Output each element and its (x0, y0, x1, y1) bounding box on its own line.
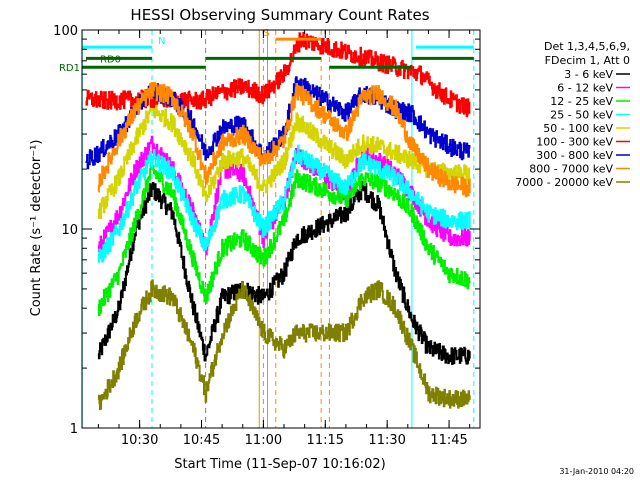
legend-label-100-300-kev: 100 - 300 keV (536, 136, 613, 149)
legend-label-6-12-kev: 6 - 12 keV (557, 82, 613, 95)
series-layer (85, 31, 471, 411)
annotations-layer: N RD0 RD1 S (59, 28, 474, 74)
annotation-label-rd1: RD1 (59, 63, 80, 74)
legend-label-50-100-kev: 50 - 100 keV (543, 122, 613, 135)
annotation-label-s: S (263, 28, 269, 39)
x-tick-label-4: 11:30 (368, 433, 405, 448)
legend-label-12-25-kev: 12 - 25 keV (550, 95, 613, 108)
x-tick-label-1: 10:45 (183, 433, 220, 448)
x-axis-label: Start Time (11-Sep-07 10:16:02) (174, 457, 385, 472)
x-tick-label-3: 11:15 (307, 433, 344, 448)
y-tick-label-0: 1 (70, 422, 78, 437)
annotation-label-n: N (158, 36, 165, 47)
legend-header-line-1: Det 1,3,4,5,6,9, (544, 40, 630, 53)
series-line-7000-20000-kev (97, 279, 471, 411)
chart-title: HESSI Observing Summary Count Rates (130, 6, 429, 24)
y-tick-label-1: 10 (61, 223, 78, 238)
annotation-label-rd0: RD0 (100, 54, 121, 65)
series-line-3-6-kev (97, 180, 471, 365)
legend-label-300-800-kev: 300 - 800 keV (536, 149, 613, 162)
series-line-800-7000-kev (97, 81, 471, 198)
axes-layer: 10:30 10:45 11:00 11:15 11:30 11:45 1 10 100 (53, 24, 480, 448)
y-axis-label: Count Rate (s⁻¹ detector⁻¹) (29, 140, 44, 317)
legend-label-3-6-kev: 3 - 6 keV (564, 68, 613, 81)
legend: Det 1,3,4,5,6,9, FDecim 1, Att 0 3 - 6 k… (515, 40, 630, 189)
x-tick-label-0: 10:30 (121, 433, 158, 448)
y-tick-label-2: 100 (53, 24, 78, 39)
legend-label-25-50-kev: 25 - 50 keV (550, 109, 613, 122)
legend-header-line-2: FDecim 1, Att 0 (545, 54, 630, 67)
series-line-25-50-kev (97, 144, 471, 264)
x-tick-label-5: 11:45 (430, 433, 467, 448)
legend-label-800-7000-kev: 800 - 7000 keV (529, 163, 613, 176)
footer-timestamp: 31-Jan-2010 04:20 (559, 467, 634, 476)
legend-label-7000-20000-kev: 7000 - 20000 keV (515, 176, 613, 189)
series-line-12-25-kev (97, 161, 471, 317)
series-line-50-100-kev (97, 103, 471, 220)
x-tick-label-2: 11:00 (245, 433, 282, 448)
